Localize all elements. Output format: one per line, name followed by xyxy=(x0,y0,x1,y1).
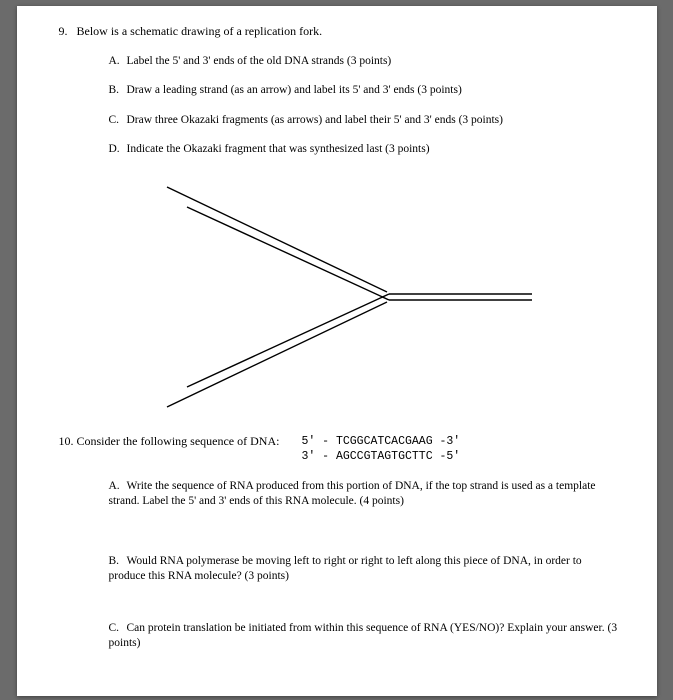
dna-sequence-block: 5' - TCGGCATCACGAAG -3' 3' - AGCCGTAGTGC… xyxy=(301,434,460,465)
part-letter: C. xyxy=(109,113,127,129)
part-text: Write the sequence of RNA produced from … xyxy=(109,480,596,508)
part-text: Would RNA polymerase be moving left to r… xyxy=(109,555,582,583)
part-text: Indicate the Okazaki fragment that was s… xyxy=(127,143,430,155)
q9-part-d: D.Indicate the Okazaki fragment that was… xyxy=(109,142,629,158)
strand-bot-outer xyxy=(167,302,387,407)
fork-svg xyxy=(137,172,537,422)
part-text: Draw a leading strand (as an arrow) and … xyxy=(127,84,462,96)
question-10-prompt: 10.Consider the following sequence of DN… xyxy=(77,434,280,449)
document-page: 9.Below is a schematic drawing of a repl… xyxy=(17,6,657,696)
answer-space xyxy=(77,524,629,554)
part-text: Can protein translation be initiated fro… xyxy=(109,622,618,650)
question-10-header: 10.Consider the following sequence of DN… xyxy=(77,434,629,465)
q10-part-a: A.Write the sequence of RNA produced fro… xyxy=(109,479,629,510)
question-number: 10. xyxy=(59,434,77,449)
strand-bot-inner xyxy=(187,294,389,387)
question-text: Consider the following sequence of DNA: xyxy=(77,434,280,448)
q9-part-a: A.Label the 5' and 3' ends of the old DN… xyxy=(109,54,629,70)
part-letter: B. xyxy=(109,83,127,99)
q9-part-b: B.Draw a leading strand (as an arrow) an… xyxy=(109,83,629,99)
question-text: Below is a schematic drawing of a replic… xyxy=(77,24,323,38)
part-letter: C. xyxy=(109,621,127,637)
strand-top-outer xyxy=(167,187,387,292)
seq-bot: 3' - AGCCGTAGTGCTTC -5' xyxy=(301,450,460,463)
question-number: 9. xyxy=(59,24,77,40)
q9-part-c: C.Draw three Okazaki fragments (as arrow… xyxy=(109,113,629,129)
seq-top: 5' - TCGGCATCACGAAG -3' xyxy=(301,435,460,448)
part-text: Draw three Okazaki fragments (as arrows)… xyxy=(127,114,504,126)
part-letter: B. xyxy=(109,554,127,570)
part-text: Label the 5' and 3' ends of the old DNA … xyxy=(127,55,392,67)
replication-fork-diagram xyxy=(137,172,537,422)
q10-part-c: C.Can protein translation be initiated f… xyxy=(109,621,629,652)
q10-part-b: B.Would RNA polymerase be moving left to… xyxy=(109,554,629,585)
answer-space xyxy=(77,599,629,621)
question-9-prompt: 9.Below is a schematic drawing of a repl… xyxy=(77,24,629,40)
strand-top-inner xyxy=(187,207,389,300)
part-letter: A. xyxy=(109,479,127,495)
part-letter: A. xyxy=(109,54,127,70)
part-letter: D. xyxy=(109,142,127,158)
